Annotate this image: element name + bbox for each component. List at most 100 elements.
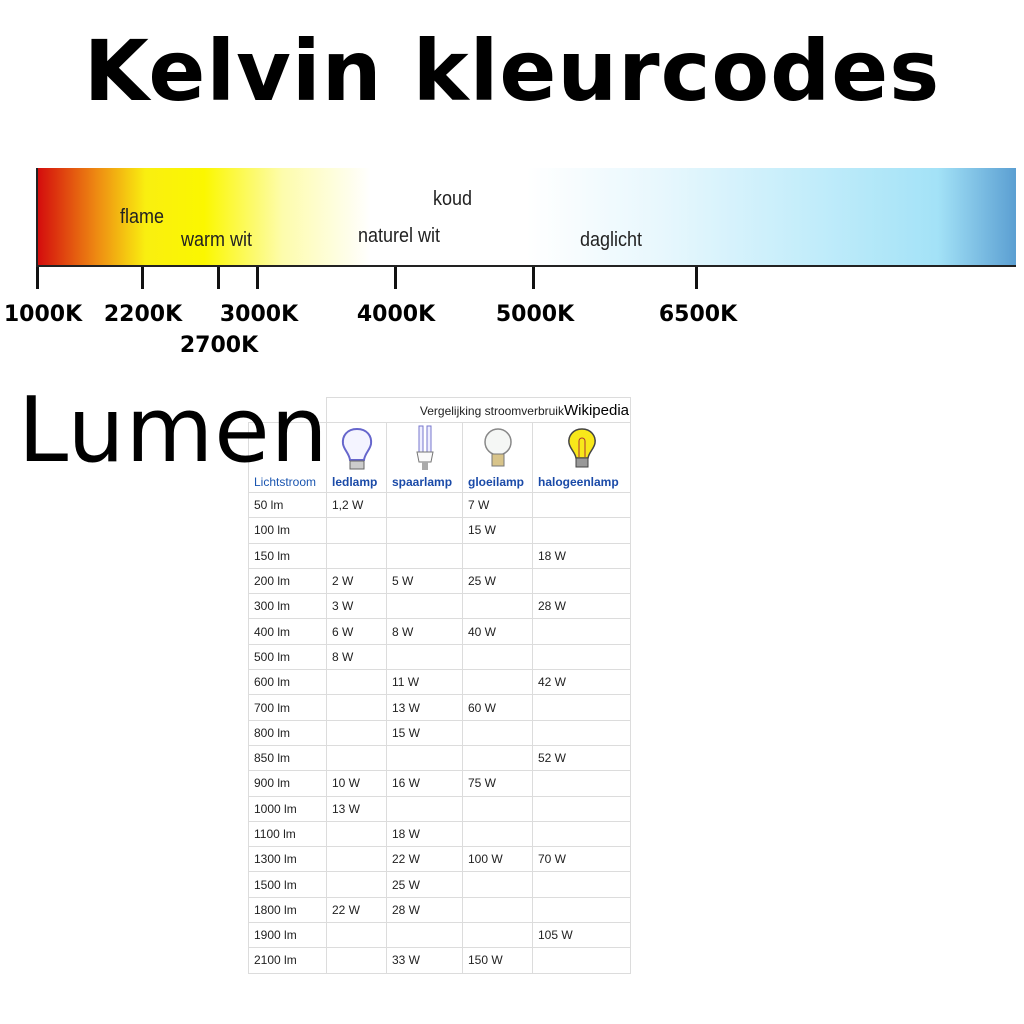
watt-cell xyxy=(532,618,631,645)
watt-cell: 70 W xyxy=(532,846,631,873)
watt-cell xyxy=(462,820,533,848)
label-flame: flame xyxy=(120,206,165,228)
table-row: 700 lm 13 W 60 W xyxy=(248,694,631,721)
watt-cell xyxy=(326,820,387,848)
lumen-cell: 400 lm xyxy=(248,618,327,645)
watt-cell xyxy=(532,947,631,974)
watt-cell xyxy=(386,795,463,822)
table-row: 1500 lm 25 W xyxy=(248,871,631,898)
lumen-cell: 1100 lm xyxy=(248,820,327,848)
watt-cell: 52 W xyxy=(532,744,631,772)
watt-cell: 105 W xyxy=(532,922,631,949)
watt-cell xyxy=(386,593,463,620)
halogen-bulb-icon xyxy=(567,428,596,468)
watt-cell xyxy=(532,491,631,519)
watt-cell: 25 W xyxy=(462,567,533,595)
watt-cell: 75 W xyxy=(462,770,533,797)
watt-cell: 13 W xyxy=(386,694,463,721)
table-row: 1100 lm 18 W xyxy=(248,820,631,848)
lumen-cell: 2100 lm xyxy=(248,947,327,974)
header-gloeilamp[interactable]: gloeilamp xyxy=(462,422,533,493)
header-lichtstroom[interactable]: Lichtstroom xyxy=(248,422,327,493)
header-ledlamp[interactable]: ledlamp xyxy=(326,422,387,493)
watt-cell: 25 W xyxy=(386,871,463,898)
label-daglicht: daglicht xyxy=(580,229,643,251)
watt-cell xyxy=(462,871,533,898)
watt-cell: 10 W xyxy=(326,770,387,797)
watt-cell xyxy=(326,744,387,772)
watt-cell: 8 W xyxy=(386,618,463,645)
kelvin-label: 6500K xyxy=(658,302,738,327)
lumen-cell: 100 lm xyxy=(248,517,327,544)
watt-cell xyxy=(386,542,463,569)
watt-cell: 13 W xyxy=(326,795,387,822)
lumen-cell: 50 lm xyxy=(248,491,327,519)
lumen-cell: 500 lm xyxy=(248,643,327,671)
tick-2700k xyxy=(217,267,220,289)
watt-cell: 18 W xyxy=(386,820,463,848)
watt-cell xyxy=(532,694,631,721)
table-row: 900 lm 10 W 16 W 75 W xyxy=(248,770,631,797)
lumen-cell: 700 lm xyxy=(248,694,327,721)
table-row: 1000 lm 13 W xyxy=(248,795,631,822)
tick-2200k xyxy=(141,267,144,289)
watt-cell xyxy=(462,643,533,671)
tick-6500k xyxy=(695,267,698,289)
watt-cell: 22 W xyxy=(386,846,463,873)
watt-cell xyxy=(462,669,533,696)
watt-cell xyxy=(326,669,387,696)
watt-cell: 22 W xyxy=(326,896,387,924)
watt-cell xyxy=(462,593,533,620)
watt-cell: 15 W xyxy=(386,719,463,746)
watt-cell: 15 W xyxy=(462,517,533,544)
watt-cell xyxy=(532,567,631,595)
table-row: 50 lm 1,2 W 7 W xyxy=(248,491,631,519)
watt-cell xyxy=(326,846,387,873)
header-spaarlamp[interactable]: spaarlamp xyxy=(386,422,463,493)
watt-cell: 18 W xyxy=(532,542,631,569)
watt-cell xyxy=(326,871,387,898)
watt-cell xyxy=(326,542,387,569)
watt-cell: 33 W xyxy=(386,947,463,974)
table-row: 800 lm 15 W xyxy=(248,719,631,746)
watt-cell xyxy=(532,770,631,797)
lumen-cell: 800 lm xyxy=(248,719,327,746)
watt-cell xyxy=(326,922,387,949)
watt-cell xyxy=(326,517,387,544)
lumen-cell: 600 lm xyxy=(248,669,327,696)
lumen-cell: 900 lm xyxy=(248,770,327,797)
kelvin-label: 2700K xyxy=(179,333,259,358)
kelvin-label: 1000K xyxy=(3,302,83,327)
header-halogeenlamp[interactable]: halogeenlamp xyxy=(532,422,631,493)
table-row: 150 lm 18 W xyxy=(248,542,631,569)
lumen-cell: 1000 lm xyxy=(248,795,327,822)
watt-cell: 16 W xyxy=(386,770,463,797)
watt-cell: 2 W xyxy=(326,567,387,595)
lumen-cell: 850 lm xyxy=(248,744,327,772)
kelvin-label: 5000K xyxy=(495,302,575,327)
wikipedia-label: Wikipedia xyxy=(563,401,629,419)
watt-cell xyxy=(462,922,533,949)
watt-cell: 11 W xyxy=(386,669,463,696)
lumen-cell: 150 lm xyxy=(248,542,327,569)
tick-1000k xyxy=(36,267,39,289)
watt-cell xyxy=(532,719,631,746)
watt-cell: 1,2 W xyxy=(326,491,387,519)
watt-cell: 5 W xyxy=(386,567,463,595)
kelvin-color-spectrum xyxy=(36,168,1016,267)
tick-3000k xyxy=(256,267,259,289)
table-row: 500 lm 8 W xyxy=(248,643,631,671)
power-comparison-table: Vergelijking stroomverbruikWikipedia Lic… xyxy=(248,397,631,974)
lumen-cell: 1500 lm xyxy=(248,871,327,898)
watt-cell: 8 W xyxy=(326,643,387,671)
kelvin-label: 3000K xyxy=(219,302,299,327)
table-row: 2100 lm 33 W 150 W xyxy=(248,947,631,974)
label-naturel-wit: naturel wit xyxy=(358,225,441,247)
watt-cell: 42 W xyxy=(532,669,631,696)
watt-cell: 6 W xyxy=(326,618,387,645)
lumen-cell: 1300 lm xyxy=(248,846,327,873)
kelvin-label: 4000K xyxy=(356,302,436,327)
lumen-title: Lumen xyxy=(18,378,329,483)
watt-cell xyxy=(386,643,463,671)
